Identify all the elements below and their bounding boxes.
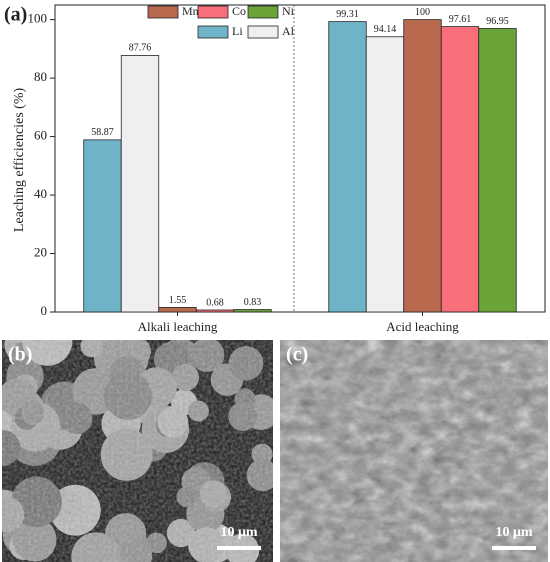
y-tick-label: 80 — [34, 69, 47, 84]
sem-image-c — [280, 340, 548, 562]
value-label: 100 — [415, 7, 430, 18]
legend-swatch — [197, 25, 229, 39]
legend-label: Al — [282, 24, 295, 38]
legend-label: Li — [232, 24, 243, 38]
panel-label: (b) — [8, 344, 32, 366]
value-label: 0.83 — [244, 297, 262, 308]
bar — [83, 139, 122, 313]
value-label: 87.76 — [129, 43, 152, 54]
bar — [195, 309, 235, 313]
legend-label: Ni — [282, 4, 295, 18]
value-label: 0.68 — [206, 297, 224, 308]
legend-swatch — [247, 5, 279, 19]
bar — [233, 309, 272, 313]
x-tick-label: Acid leaching — [386, 319, 459, 334]
value-label: 97.61 — [449, 14, 472, 25]
y-tick-label: 40 — [34, 186, 47, 201]
value-label: 99.31 — [336, 9, 359, 20]
value-label: 1.55 — [169, 295, 187, 306]
bar — [440, 26, 480, 313]
bar — [365, 36, 405, 313]
legend-label: Co — [232, 4, 246, 18]
y-tick-label: 60 — [34, 128, 47, 143]
x-tick-label: Alkali leaching — [138, 319, 218, 334]
y-tick-label: 20 — [34, 245, 47, 260]
value-label: 58.87 — [91, 127, 114, 138]
panel-label: (c) — [286, 344, 308, 366]
bar — [120, 55, 160, 313]
legend-label: Mn — [182, 4, 199, 18]
panel-label: (a) — [4, 4, 27, 26]
y-axis-label: Leaching efficiencies (%) — [12, 87, 27, 232]
scale-bar-label: 10 μm — [220, 525, 257, 540]
sem-image-b — [2, 340, 273, 562]
plot-frame — [54, 4, 546, 313]
bar — [403, 19, 442, 313]
legend-swatch — [197, 5, 229, 19]
legend-swatch — [247, 25, 279, 39]
value-label: 94.14 — [374, 24, 397, 35]
bar — [478, 28, 517, 313]
bar — [328, 21, 367, 313]
bar — [158, 307, 197, 313]
y-tick-label: 100 — [28, 11, 48, 26]
scale-bar-label: 10 μm — [495, 525, 532, 540]
value-label: 96.95 — [486, 16, 509, 27]
legend-swatch — [147, 5, 179, 19]
y-tick-label: 0 — [41, 303, 48, 318]
